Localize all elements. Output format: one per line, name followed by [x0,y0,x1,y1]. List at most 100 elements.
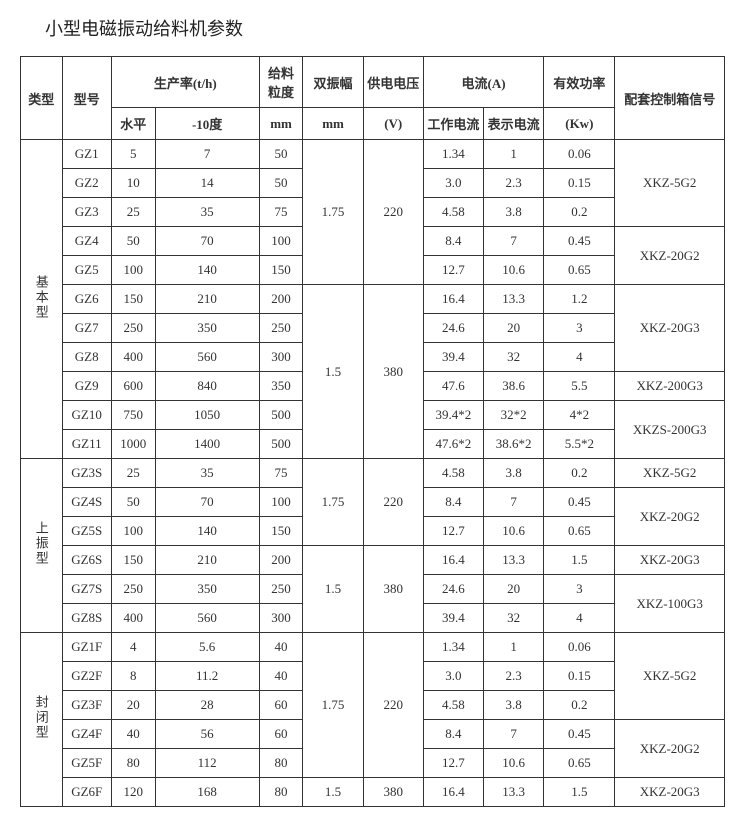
cell-power: 0.45 [544,720,615,749]
cell-cur-work: 24.6 [423,314,483,343]
cell-d: 56 [155,720,259,749]
cell-power: 3 [544,314,615,343]
th-prod-10: -10度 [155,108,259,140]
cell-cur-disp: 2.3 [484,169,544,198]
cell-cur-disp: 1 [484,140,544,169]
cell-d: 70 [155,488,259,517]
cell-cur-disp: 38.6 [484,372,544,401]
cell-volt: 380 [363,778,423,807]
cell-power: 5.5 [544,372,615,401]
th-prod: 生产率(t/h) [111,57,259,108]
cell-amp: 1.75 [303,140,363,285]
cell-model: GZ8 [62,343,111,372]
cell-power: 0.2 [544,459,615,488]
cell-grain: 50 [259,140,303,169]
cell-power: 1.5 [544,778,615,807]
cell-h: 120 [111,778,155,807]
cell-power: 0.2 [544,691,615,720]
cell-cur-work: 8.4 [423,720,483,749]
cell-model: GZ6 [62,285,111,314]
cell-volt: 220 [363,633,423,778]
cell-grain: 50 [259,169,303,198]
cell-cur-disp: 32*2 [484,401,544,430]
cell-grain: 100 [259,488,303,517]
spec-table: 类型 型号 生产率(t/h) 给料粒度 双振幅 供电电压 电流(A) 有效功率 … [20,56,725,807]
cell-d: 28 [155,691,259,720]
cell-cur-disp: 20 [484,314,544,343]
cell-grain: 150 [259,517,303,546]
cell-cur-disp: 32 [484,604,544,633]
cell-model: GZ4F [62,720,111,749]
cell-d: 35 [155,198,259,227]
cell-h: 600 [111,372,155,401]
cell-power: 0.65 [544,749,615,778]
th-ctrl: 配套控制箱信号 [615,57,725,140]
th-power: 有效功率 [544,57,615,108]
cell-h: 100 [111,256,155,285]
th-type: 类型 [21,57,63,140]
cell-h: 250 [111,575,155,604]
table-row: 上振型GZ3S2535751.752204.583.80.2XKZ-5G2 [21,459,725,488]
table-row: GZ6S1502102001.538016.413.31.5XKZ-20G3 [21,546,725,575]
cell-power: 0.45 [544,488,615,517]
cell-ctrl: XKZ-20G3 [615,285,725,372]
cell-grain: 40 [259,633,303,662]
cell-model: GZ10 [62,401,111,430]
cell-d: 140 [155,517,259,546]
cell-power: 0.06 [544,633,615,662]
cell-ctrl: XKZ-20G3 [615,546,725,575]
cell-ctrl: XKZ-20G3 [615,778,725,807]
cell-h: 25 [111,459,155,488]
cell-grain: 500 [259,401,303,430]
cell-ctrl: XKZ-5G2 [615,459,725,488]
cell-power: 1.5 [544,546,615,575]
cell-cur-work: 3.0 [423,169,483,198]
cell-d: 35 [155,459,259,488]
cell-d: 11.2 [155,662,259,691]
cell-model: GZ3F [62,691,111,720]
cell-power: 0.45 [544,227,615,256]
cell-h: 50 [111,227,155,256]
cell-model: GZ9 [62,372,111,401]
cell-cur-work: 4.58 [423,198,483,227]
cell-grain: 200 [259,546,303,575]
cell-cur-disp: 10.6 [484,749,544,778]
cell-d: 1400 [155,430,259,459]
cell-cur-disp: 3.8 [484,691,544,720]
cell-d: 210 [155,546,259,575]
cell-cur-disp: 3.8 [484,198,544,227]
cell-power: 0.65 [544,517,615,546]
cell-volt: 380 [363,285,423,459]
cell-d: 168 [155,778,259,807]
cell-cur-work: 12.7 [423,749,483,778]
cell-grain: 250 [259,314,303,343]
cell-cur-work: 39.4 [423,604,483,633]
th-grain-unit: mm [259,108,303,140]
cell-ctrl: XKZ-20G2 [615,720,725,778]
cell-cur-disp: 20 [484,575,544,604]
cell-model: GZ2 [62,169,111,198]
th-cur-work: 工作电流 [423,108,483,140]
cell-cur-disp: 38.6*2 [484,430,544,459]
cell-volt: 220 [363,459,423,546]
cell-cur-disp: 2.3 [484,662,544,691]
cell-h: 400 [111,343,155,372]
cell-power: 4*2 [544,401,615,430]
th-current: 电流(A) [423,57,543,108]
cell-model: GZ7S [62,575,111,604]
cell-model: GZ5S [62,517,111,546]
cell-h: 100 [111,517,155,546]
cell-h: 20 [111,691,155,720]
cell-cur-disp: 7 [484,720,544,749]
cell-power: 0.15 [544,169,615,198]
cell-d: 840 [155,372,259,401]
cell-cur-work: 4.58 [423,459,483,488]
th-amp: 双振幅 [303,57,363,108]
cell-cur-work: 16.4 [423,778,483,807]
cell-cur-work: 4.58 [423,691,483,720]
cell-type: 封闭型 [21,633,63,807]
table-row: 基本型GZ157501.752201.3410.06XKZ-5G2 [21,140,725,169]
th-amp-unit: mm [303,108,363,140]
cell-model: GZ5F [62,749,111,778]
cell-cur-work: 8.4 [423,227,483,256]
